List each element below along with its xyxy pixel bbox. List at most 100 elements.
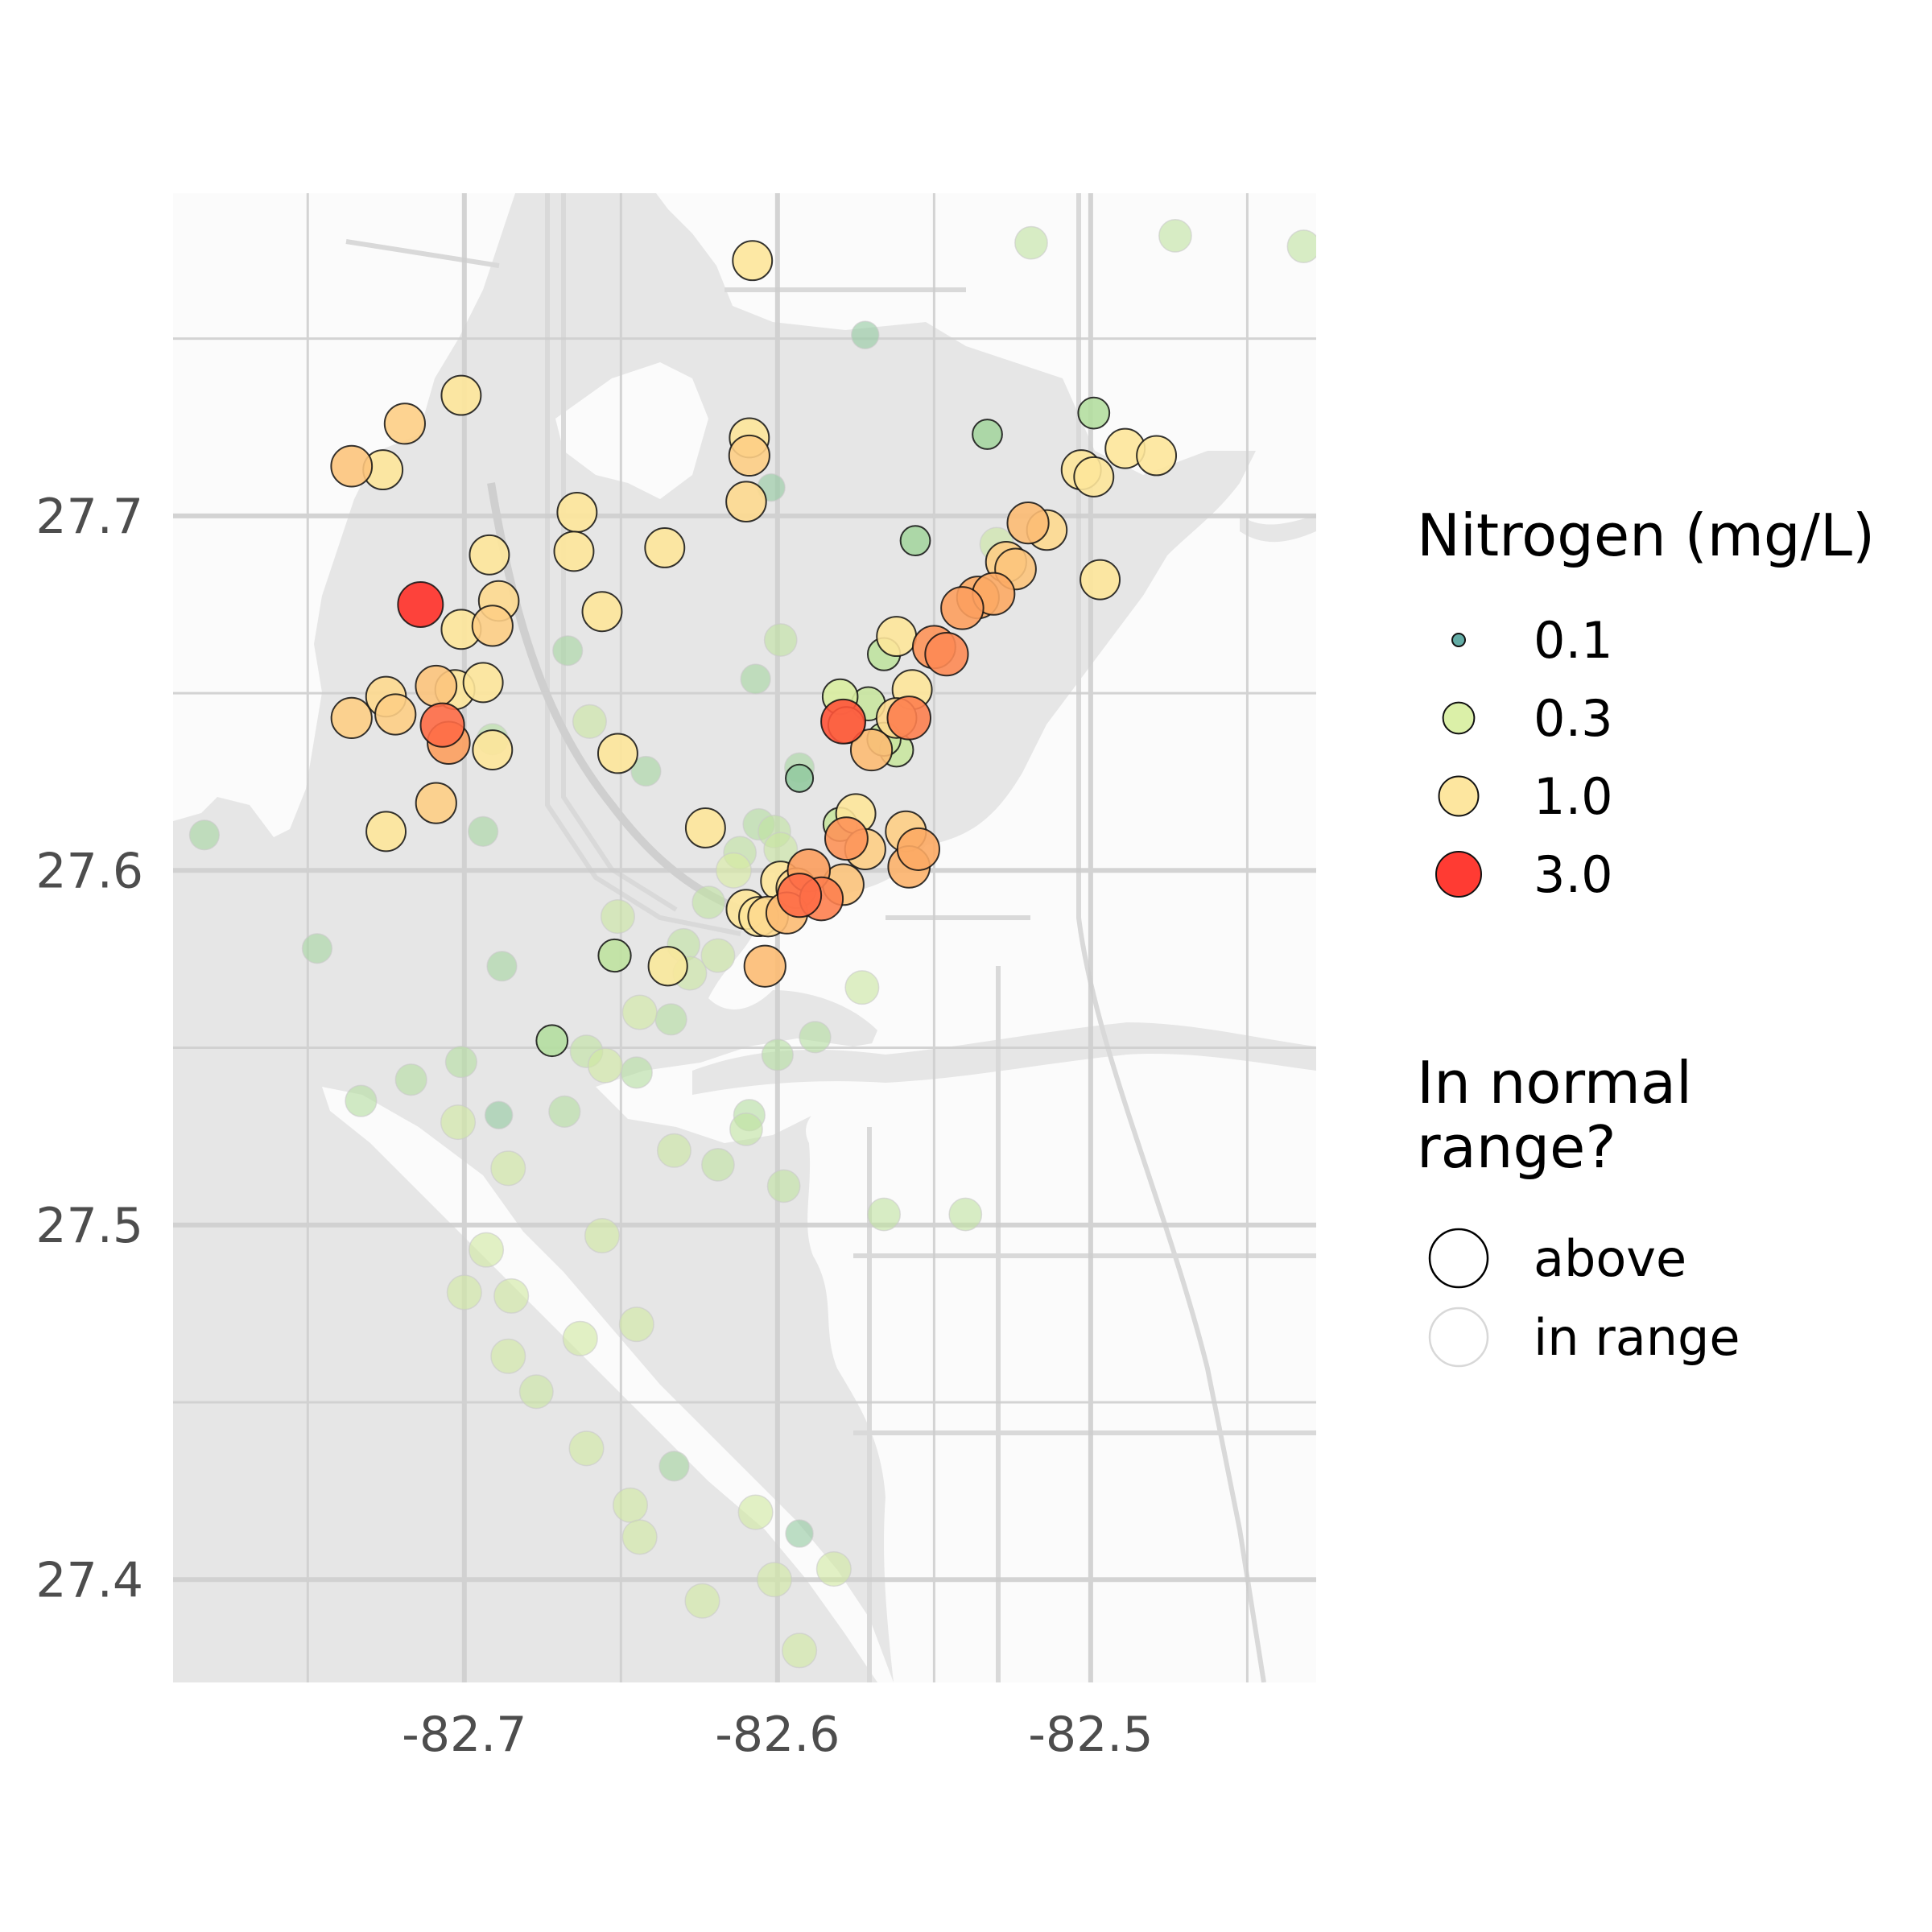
station-point[interactable] bbox=[374, 693, 417, 736]
station-point[interactable] bbox=[462, 662, 504, 704]
station-point[interactable] bbox=[656, 1133, 691, 1168]
station-point[interactable] bbox=[365, 811, 407, 852]
station-point[interactable] bbox=[440, 1104, 477, 1141]
station-point[interactable] bbox=[394, 1063, 427, 1096]
station-point[interactable] bbox=[471, 605, 514, 647]
station-point[interactable] bbox=[1080, 559, 1121, 601]
station-point[interactable] bbox=[701, 1148, 735, 1182]
station-point[interactable] bbox=[444, 1046, 478, 1079]
station-point[interactable] bbox=[761, 1038, 794, 1071]
station-point[interactable] bbox=[597, 733, 638, 774]
station-point[interactable] bbox=[1077, 396, 1111, 430]
station-point[interactable] bbox=[777, 873, 823, 919]
station-point[interactable] bbox=[552, 635, 584, 667]
station-point[interactable] bbox=[621, 994, 658, 1030]
station-point[interactable] bbox=[415, 782, 457, 824]
station-point[interactable] bbox=[621, 1519, 658, 1555]
station-point[interactable] bbox=[556, 491, 598, 533]
station-point[interactable] bbox=[732, 240, 774, 282]
station-point[interactable] bbox=[493, 1278, 530, 1314]
station-point[interactable] bbox=[725, 481, 767, 523]
station-point[interactable] bbox=[876, 616, 918, 658]
station-point[interactable] bbox=[584, 1217, 621, 1254]
station-point[interactable] bbox=[415, 664, 458, 708]
station-point[interactable] bbox=[684, 807, 726, 848]
station-point[interactable] bbox=[654, 1003, 687, 1036]
station-point[interactable] bbox=[330, 696, 373, 739]
station-point[interactable] bbox=[1006, 502, 1050, 545]
station-point[interactable] bbox=[740, 663, 771, 695]
station-point[interactable] bbox=[715, 852, 752, 889]
station-point[interactable] bbox=[684, 1583, 720, 1619]
station-point[interactable] bbox=[756, 1562, 793, 1598]
map-panel[interactable] bbox=[173, 193, 1320, 1682]
station-point[interactable] bbox=[924, 632, 969, 677]
station-point[interactable] bbox=[600, 899, 635, 935]
station-point[interactable] bbox=[785, 763, 815, 793]
station-point[interactable] bbox=[440, 374, 482, 416]
station-point[interactable] bbox=[743, 944, 786, 988]
station-point[interactable] bbox=[486, 951, 518, 982]
station-point[interactable] bbox=[799, 1021, 832, 1054]
station-point[interactable] bbox=[383, 402, 426, 445]
station-point[interactable] bbox=[844, 970, 880, 1005]
station-point[interactable] bbox=[419, 702, 465, 748]
station-point[interactable] bbox=[785, 1519, 814, 1548]
station-point[interactable] bbox=[886, 696, 932, 741]
station-point[interactable] bbox=[737, 1494, 774, 1530]
station-point[interactable] bbox=[728, 434, 770, 477]
station-point[interactable] bbox=[597, 938, 632, 973]
station-point[interactable] bbox=[867, 1197, 902, 1232]
station-point[interactable] bbox=[972, 419, 1003, 450]
station-point[interactable] bbox=[345, 1084, 378, 1117]
station-point[interactable] bbox=[469, 534, 510, 576]
station-point[interactable] bbox=[644, 527, 686, 568]
station-point[interactable] bbox=[630, 755, 662, 787]
station-point[interactable] bbox=[301, 933, 333, 964]
station-point[interactable] bbox=[490, 1150, 526, 1187]
station-point[interactable] bbox=[188, 819, 221, 851]
station-point[interactable] bbox=[587, 1047, 623, 1084]
station-point[interactable] bbox=[729, 1112, 763, 1146]
station-point[interactable] bbox=[472, 729, 514, 771]
station-point[interactable] bbox=[535, 1024, 569, 1058]
station-point[interactable] bbox=[647, 946, 688, 987]
station-point[interactable] bbox=[468, 815, 499, 847]
station-point[interactable] bbox=[553, 530, 595, 572]
station-point[interactable] bbox=[397, 580, 444, 628]
station-point[interactable] bbox=[899, 525, 931, 557]
station-point[interactable] bbox=[568, 1430, 605, 1467]
station-point[interactable] bbox=[700, 938, 736, 973]
station-point[interactable] bbox=[620, 1056, 653, 1089]
station-point[interactable] bbox=[824, 816, 869, 861]
station-point[interactable] bbox=[484, 1100, 514, 1130]
station-point[interactable] bbox=[763, 623, 798, 657]
station-point[interactable] bbox=[581, 591, 623, 633]
station-point[interactable] bbox=[618, 1307, 654, 1343]
station-point[interactable] bbox=[896, 827, 940, 871]
station-point[interactable] bbox=[548, 1095, 581, 1128]
station-point[interactable] bbox=[782, 1633, 818, 1669]
station-point[interactable] bbox=[1073, 456, 1115, 497]
station-point[interactable] bbox=[1158, 218, 1192, 253]
station-point[interactable] bbox=[518, 1374, 554, 1410]
station-point[interactable] bbox=[1136, 435, 1178, 477]
station-point[interactable] bbox=[330, 444, 374, 488]
station-point[interactable] bbox=[490, 1338, 526, 1374]
station-point[interactable] bbox=[691, 886, 726, 919]
station-point[interactable] bbox=[612, 1487, 649, 1523]
station-point[interactable] bbox=[820, 698, 867, 745]
station-point[interactable] bbox=[658, 1451, 690, 1482]
station-point[interactable] bbox=[815, 1550, 852, 1587]
station-point[interactable] bbox=[1286, 229, 1319, 263]
station-point[interactable] bbox=[572, 704, 607, 739]
station-point[interactable] bbox=[468, 1232, 505, 1268]
station-point[interactable] bbox=[562, 1320, 598, 1356]
station-point[interactable] bbox=[940, 586, 985, 630]
station-point[interactable] bbox=[1014, 225, 1048, 260]
station-point[interactable] bbox=[849, 728, 894, 772]
station-point[interactable] bbox=[851, 320, 880, 349]
station-point[interactable] bbox=[948, 1197, 983, 1232]
station-point[interactable] bbox=[446, 1274, 482, 1311]
station-point[interactable] bbox=[766, 1169, 801, 1203]
